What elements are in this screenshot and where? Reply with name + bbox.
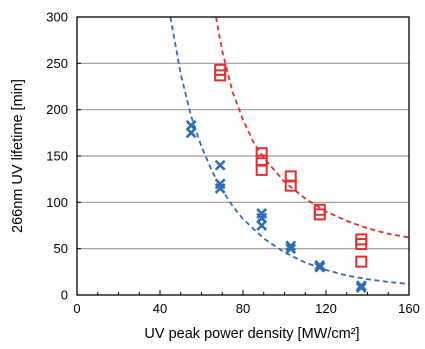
x-axis-title: UV peak power density [MW/cm²] [144,326,359,342]
point-s1-4 [214,183,226,194]
point-s2-11 [355,255,368,268]
x-tick-label-0: 0 [73,301,80,316]
point-s2-2 [255,147,268,160]
point-s1-9 [285,243,297,255]
point-s1-12 [355,280,367,292]
point-s2-6 [284,179,297,192]
point-s1-7 [256,220,268,231]
point-s1-11 [314,261,326,273]
fit-curves [169,16,410,285]
point-s2-8 [313,208,326,221]
axes: 0 40 80 120 160 0 50 100 150 200 250 300 [46,10,420,317]
y-axis-title: 266nm UV lifetime [min] [10,79,26,233]
data-points [185,63,368,294]
point-s2-4 [255,163,268,176]
point-s2-1 [214,69,227,82]
y-tick-label-200: 200 [46,102,68,117]
point-s1-2 [214,159,226,171]
point-s2-10 [355,238,368,251]
point-s1-10 [314,259,326,271]
x-tick-label-120: 120 [315,301,337,316]
y-tick-label-0: 0 [61,288,68,303]
point-s1-8 [285,240,297,252]
x-tick-label-160: 160 [398,301,420,316]
x-tick-label-40: 40 [153,301,167,316]
point-s1-1 [185,127,197,139]
fit-curve-2 [215,16,410,239]
x-tick-label-80: 80 [236,301,250,316]
gridlines [77,62,409,250]
y-tick-label-250: 250 [46,56,68,71]
fit-curve-1 [169,16,410,285]
y-tick-label-300: 300 [46,10,68,25]
y-tick-label-50: 50 [54,241,68,256]
y-tick-label-150: 150 [46,149,68,164]
y-tick-label-100: 100 [46,195,68,210]
point-s1-13 [355,282,367,294]
